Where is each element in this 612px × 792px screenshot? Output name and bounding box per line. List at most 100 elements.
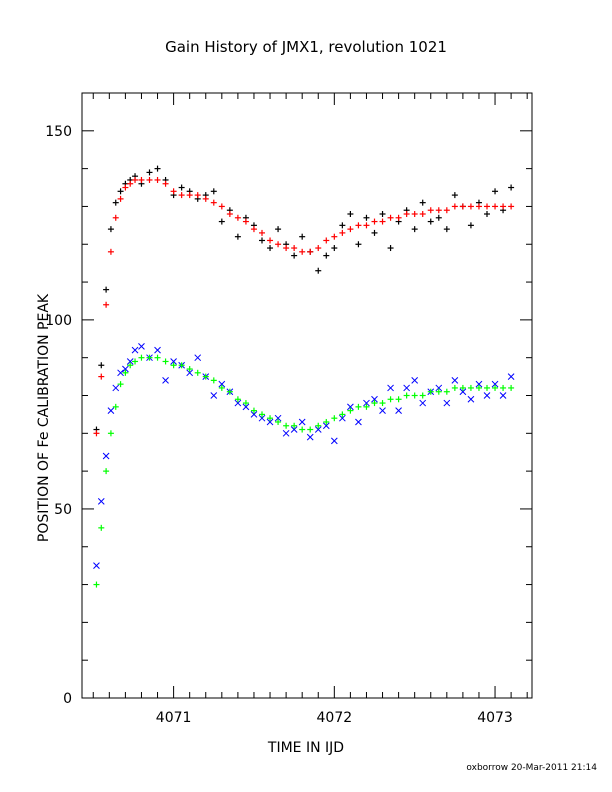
- series-0-point: [379, 211, 386, 217]
- series-0-point: [107, 226, 114, 233]
- series-2-point: [411, 377, 419, 384]
- series-1-point: [307, 248, 314, 255]
- series-0-point: [484, 211, 490, 217]
- series-1-point: [146, 176, 153, 183]
- series-3-point: [500, 384, 507, 391]
- chart-title: Gain History of JMX1, revolution 1021: [165, 38, 447, 56]
- series-1-point: [387, 214, 394, 221]
- series-2-point: [274, 414, 282, 422]
- footer-stamp: oxborrow 20-Mar-2011 21:14: [466, 763, 597, 773]
- series-1-point: [500, 203, 507, 210]
- series-3-point: [122, 369, 129, 376]
- series-1-point: [218, 203, 225, 210]
- series-1-point: [339, 229, 346, 236]
- series-1-point: [443, 207, 450, 214]
- series-0-point: [112, 199, 119, 206]
- series-1-point: [395, 214, 402, 221]
- series-1-point: [186, 192, 193, 199]
- series-2-point: [322, 422, 330, 430]
- series-2-point: [339, 414, 346, 422]
- series-2-point: [126, 358, 134, 365]
- series-3-point: [242, 400, 249, 407]
- series-2-point: [93, 562, 100, 570]
- series-1-point: [379, 218, 386, 225]
- series-3-point: [419, 392, 426, 399]
- series-1-point: [138, 176, 145, 183]
- data-marks: [93, 165, 515, 588]
- series-2-point: [483, 392, 491, 399]
- series-2-point: [314, 426, 322, 433]
- series-0-point: [98, 362, 105, 369]
- y-axis-label: POSITION OF Fe CALIBRATION PEAK: [36, 293, 52, 543]
- series-3-point: [250, 407, 257, 414]
- series-0-point: [371, 229, 378, 236]
- series-1-point: [93, 430, 100, 437]
- series-1-point: [492, 203, 499, 210]
- series-1-point: [275, 241, 282, 248]
- series-3-point: [127, 362, 134, 369]
- series-2-point: [122, 365, 129, 373]
- series-3-point: [234, 396, 241, 403]
- series-1-point: [127, 180, 134, 187]
- plot-border: [81, 92, 533, 699]
- series-2-point: [306, 433, 314, 441]
- series-1-point: [234, 214, 241, 221]
- series-0-point: [275, 226, 282, 233]
- series-1-point: [103, 301, 110, 308]
- series-3-point: [492, 384, 499, 391]
- series-1-point: [403, 211, 410, 217]
- series-3-point: [331, 415, 338, 422]
- series-3-point: [107, 430, 114, 437]
- series-2-point: [97, 498, 105, 505]
- series-1-point: [331, 233, 338, 240]
- series-1-point: [411, 211, 418, 217]
- series-3-point: [379, 400, 386, 407]
- series-3-point: [411, 392, 418, 399]
- series-1-point: [355, 222, 362, 229]
- series-2-point: [154, 346, 161, 354]
- series-1-point: [419, 211, 426, 217]
- series-3-point: [451, 384, 458, 391]
- series-1-point: [371, 218, 378, 225]
- series-2-point: [290, 426, 298, 433]
- y-tick-label: 50: [54, 502, 72, 518]
- series-2-point: [379, 407, 386, 414]
- series-1-point: [363, 222, 370, 229]
- series-1-point: [459, 203, 466, 210]
- series-3-point: [403, 392, 410, 399]
- series-0-point: [210, 188, 217, 195]
- series-1-point: [162, 180, 169, 187]
- series-1-point: [122, 184, 129, 191]
- series-1-point: [170, 188, 177, 195]
- series-3-point: [291, 422, 298, 429]
- series-1-point: [451, 203, 458, 210]
- series-2-point: [186, 369, 194, 377]
- series-2-point: [371, 395, 378, 403]
- series-2-point: [491, 380, 499, 388]
- series-3-point: [132, 358, 139, 365]
- series-2-point: [266, 418, 274, 426]
- series-3-point: [98, 524, 105, 531]
- series-3-point: [194, 369, 201, 376]
- series-3-point: [387, 396, 394, 403]
- series-0-point: [291, 252, 298, 259]
- series-0-point: [259, 237, 265, 244]
- series-0-point: [419, 199, 426, 206]
- series-3-point: [162, 358, 169, 365]
- series-1-point: [259, 229, 265, 236]
- series-2-point: [162, 377, 169, 384]
- series-0-point: [315, 267, 322, 274]
- series-0-point: [299, 233, 306, 240]
- series-1-point: [107, 248, 114, 255]
- series-0-point: [443, 226, 450, 233]
- series-2-point: [499, 392, 507, 399]
- series-2-point: [507, 373, 515, 380]
- series-2-point: [435, 384, 443, 392]
- series-0-point: [146, 169, 153, 176]
- series-0-point: [117, 188, 124, 195]
- series-0-point: [331, 245, 338, 252]
- series-2-point: [298, 418, 306, 426]
- series-3-point: [467, 384, 474, 391]
- series-2-point: [107, 407, 115, 414]
- series-0-point: [355, 241, 362, 248]
